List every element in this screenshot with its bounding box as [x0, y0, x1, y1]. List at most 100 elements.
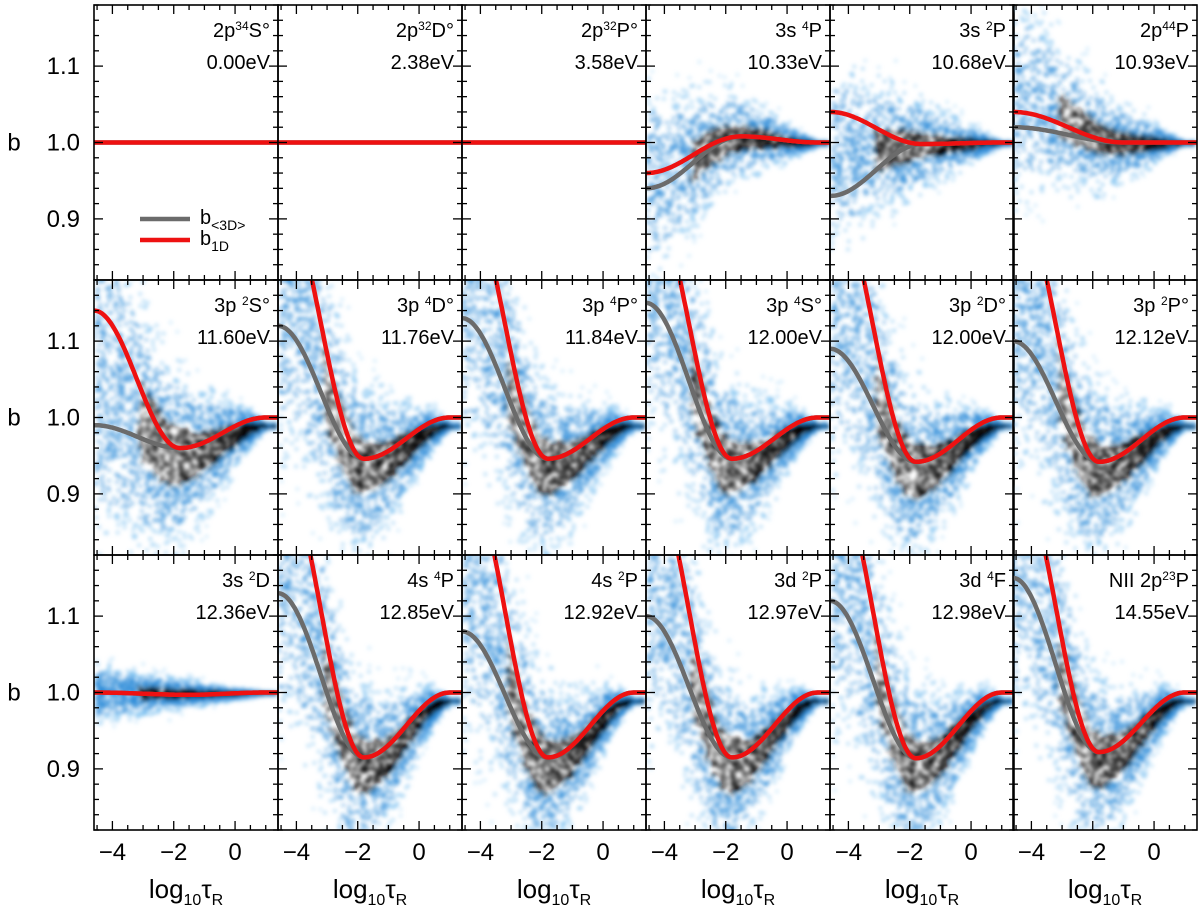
density-point — [1116, 127, 1119, 131]
density-point — [1095, 148, 1098, 151]
density-point — [903, 152, 906, 155]
density-point — [705, 126, 709, 129]
density-point — [1104, 147, 1107, 150]
density-point — [948, 123, 951, 126]
density-point — [667, 201, 670, 204]
density-point — [884, 101, 887, 105]
density-point — [1110, 119, 1114, 122]
density-point — [694, 149, 697, 152]
density-point — [1095, 129, 1098, 133]
density-point — [719, 165, 722, 168]
density-point — [693, 224, 696, 227]
density-point — [839, 132, 842, 135]
density-point — [685, 227, 689, 231]
density-point — [972, 151, 975, 154]
density-point — [879, 148, 882, 151]
density-point — [731, 114, 735, 117]
density-point — [1055, 140, 1059, 143]
density-point — [729, 84, 733, 87]
density-point — [765, 119, 768, 123]
density-point — [1093, 113, 1096, 116]
density-point — [864, 162, 867, 166]
density-point — [872, 120, 875, 124]
density-point — [774, 132, 778, 135]
density-point — [794, 128, 797, 131]
density-point — [674, 147, 678, 150]
density-point — [1106, 163, 1109, 167]
density-point — [926, 123, 929, 127]
density-point — [687, 210, 690, 214]
density-point — [881, 108, 884, 111]
density-point — [660, 165, 663, 168]
density-point — [1096, 107, 1100, 110]
density-point — [1055, 85, 1059, 88]
density-point — [732, 130, 736, 133]
density-point — [1043, 141, 1046, 144]
density-point — [1052, 152, 1055, 155]
density-point — [732, 95, 735, 98]
density-point — [886, 174, 889, 177]
density-point — [739, 106, 742, 109]
density-point — [1050, 151, 1053, 154]
density-point — [1091, 165, 1094, 168]
density-point — [700, 126, 704, 130]
density-point — [747, 161, 751, 164]
density-point — [1016, 68, 1019, 71]
density-point — [734, 96, 737, 100]
density-point — [847, 152, 850, 155]
density-point — [891, 82, 894, 85]
density-point — [1022, 105, 1025, 108]
density-point — [105, 456, 108, 459]
density-point — [862, 125, 865, 128]
density-point — [698, 141, 701, 144]
density-point — [1166, 145, 1169, 148]
density-point — [758, 121, 761, 124]
density-point — [975, 152, 978, 155]
density-point — [1112, 161, 1115, 165]
density-point — [873, 166, 877, 169]
density-point — [754, 124, 757, 128]
density-point — [782, 122, 785, 125]
density-point — [693, 202, 696, 205]
density-point — [1105, 127, 1109, 130]
density-point — [909, 168, 912, 172]
density-point — [728, 95, 731, 98]
density-point — [1118, 153, 1122, 157]
density-point — [1018, 52, 1021, 56]
density-point — [781, 131, 784, 135]
density-point — [883, 80, 886, 83]
density-point — [945, 132, 948, 135]
density-point — [854, 155, 858, 158]
density-point — [685, 90, 688, 94]
density-point — [1123, 114, 1126, 117]
density-point — [923, 168, 926, 172]
density-point — [714, 116, 717, 119]
density-point — [668, 206, 672, 209]
density-point — [1050, 66, 1053, 69]
density-point — [797, 146, 800, 149]
density-point — [708, 203, 711, 206]
density-point — [1002, 144, 1006, 147]
density-point — [675, 186, 679, 189]
density-point — [861, 148, 864, 151]
density-point — [1044, 91, 1047, 94]
density-point — [767, 118, 770, 121]
density-point — [1109, 147, 1112, 150]
density-point — [986, 147, 989, 151]
density-point — [677, 221, 680, 224]
density-point — [703, 191, 706, 194]
density-point — [647, 97, 650, 101]
density-point — [678, 151, 681, 155]
density-point — [910, 150, 913, 153]
density-point — [842, 105, 846, 108]
density-point — [1090, 188, 1093, 191]
density-point — [1111, 181, 1115, 185]
density-point — [862, 157, 866, 160]
density-point — [1058, 106, 1062, 109]
density-point — [1085, 52, 1088, 55]
density-point — [1055, 74, 1058, 77]
density-point — [935, 121, 938, 125]
density-point — [888, 107, 891, 110]
density-point — [663, 237, 666, 241]
density-point — [676, 145, 679, 149]
